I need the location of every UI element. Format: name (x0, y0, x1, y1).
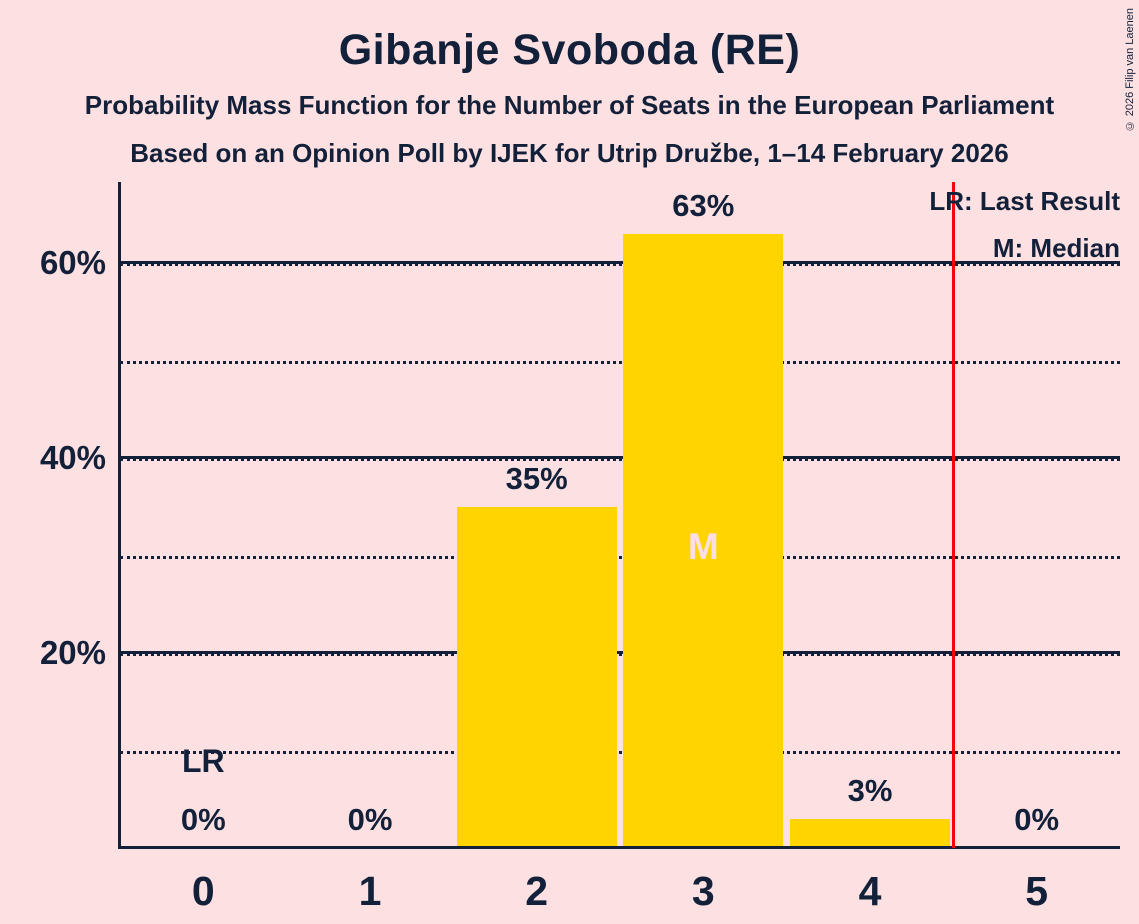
chart-title: Gibanje Svoboda (RE) (338, 26, 801, 74)
chart-subtitle-line2: Based on an Opinion Poll by IJEK for Utr… (130, 138, 1009, 168)
chart-subtitle-line1: Probability Mass Function for the Number… (84, 90, 1055, 120)
legend-last-result: LR: Last Result (929, 186, 1120, 216)
x-axis-tick-label-4: 4 (858, 868, 882, 914)
legend-median: M: Median (992, 233, 1120, 263)
bar-value-label-seats-5: 0% (1014, 802, 1060, 837)
gridline-dotted-50pct (120, 360, 1120, 364)
median-marker: M (687, 525, 719, 567)
bar-seats-4 (790, 818, 950, 848)
x-axis-line (118, 846, 1120, 849)
x-axis-tick-label-1: 1 (358, 868, 382, 914)
bar-value-label-seats-3: 63% (672, 187, 735, 223)
bar-value-label-seats-2: 35% (505, 460, 568, 496)
bar-seats-3 (623, 233, 784, 848)
copyright-notice: © 2026 Filip van Laenen (1124, 8, 1136, 132)
x-axis-tick-label-3: 3 (691, 868, 715, 914)
gridline-dotted-30pct (120, 555, 1120, 559)
y-axis-tick-label: 20% (39, 634, 106, 671)
gridline-dotted-20pct (120, 653, 1120, 656)
chart-legend: LR: Last Result M: Median (929, 185, 1120, 279)
bar-value-label-seats-1: 0% (347, 802, 393, 837)
x-axis-tick-label-0: 0 (191, 868, 215, 914)
last-result-marker: LR (182, 743, 225, 779)
x-axis-tick-label-2: 2 (525, 868, 549, 914)
gridline-solid-60pct (120, 260, 1120, 264)
gridline-solid-20pct (120, 650, 1120, 654)
bar-value-label-seats-0: 0% (180, 802, 226, 837)
y-axis-tick-label: 60% (39, 244, 106, 281)
gridline-dotted-60pct (120, 263, 1120, 266)
gridline-dotted-10pct (120, 750, 1120, 754)
y-axis-line (118, 182, 121, 849)
bar-seats-2 (456, 506, 617, 848)
last-result-line (951, 182, 955, 848)
gridline-dotted-40pct (120, 458, 1120, 461)
gridline-solid-40pct (120, 455, 1120, 459)
bar-value-label-seats-4: 3% (847, 772, 893, 808)
y-axis-tick-label: 40% (39, 439, 106, 476)
x-axis-tick-label-5: 5 (1025, 868, 1049, 914)
